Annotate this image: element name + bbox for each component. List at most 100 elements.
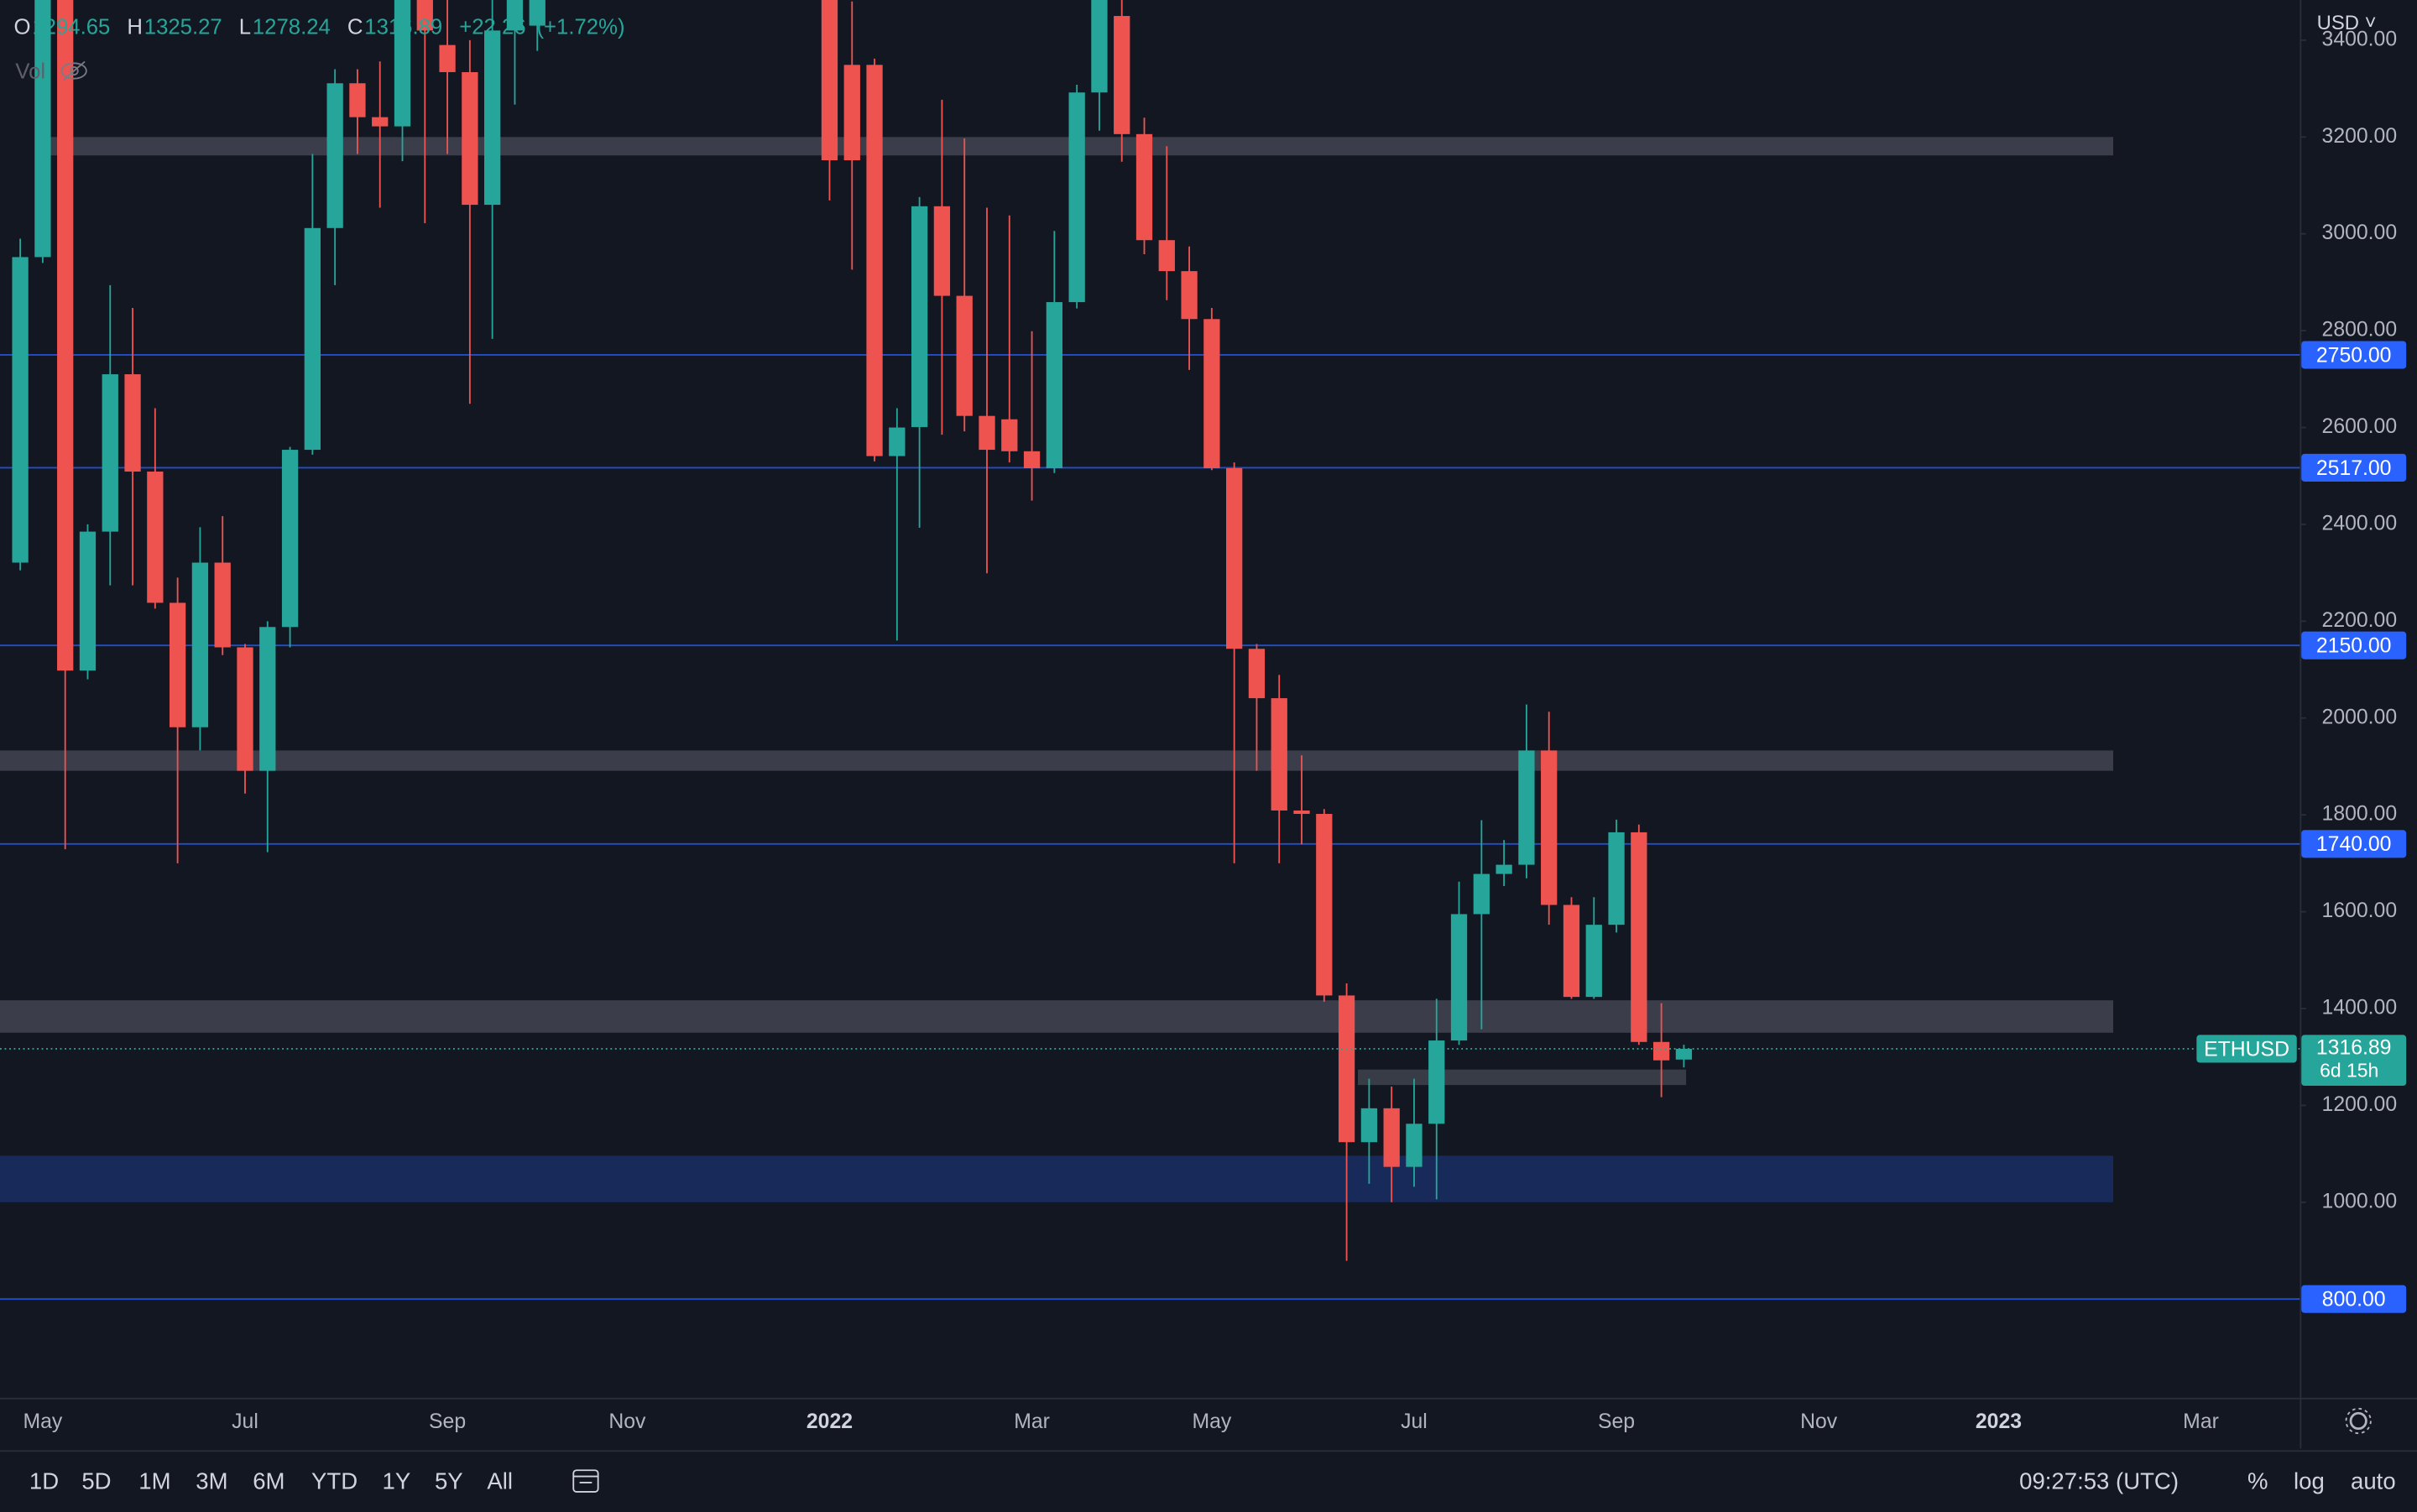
candle-body bbox=[394, 0, 411, 127]
candle-body bbox=[124, 374, 141, 472]
candle-body bbox=[102, 374, 118, 532]
x-tick-label: Sep bbox=[429, 1410, 466, 1433]
candle-body bbox=[1181, 271, 1198, 320]
timeframe-button[interactable]: YTD bbox=[311, 1468, 358, 1495]
candle-body bbox=[1248, 649, 1266, 699]
symbol-label: ETHUSD bbox=[2204, 1038, 2289, 1061]
candle-body bbox=[1293, 810, 1310, 815]
hidden-eye-icon[interactable] bbox=[58, 59, 91, 83]
candle-body bbox=[1271, 698, 1287, 811]
low-value: 1278.24 bbox=[252, 13, 331, 39]
auto-toggle[interactable]: auto bbox=[2351, 1468, 2396, 1495]
candle-body bbox=[281, 450, 299, 628]
timeframe-button[interactable]: 1M bbox=[138, 1468, 171, 1495]
ohlc-legend: O 1294.65 H 1325.27 L 1278.24 C 1316.89 +22.… bbox=[14, 14, 636, 39]
level-price-box bbox=[2301, 631, 2407, 660]
change-percent: (+1.72%) bbox=[536, 13, 625, 39]
y-tick-label: 2400.00 bbox=[2322, 512, 2398, 534]
goto-date-icon[interactable] bbox=[571, 1466, 602, 1497]
candle-body bbox=[259, 627, 276, 771]
candle-body bbox=[1316, 814, 1333, 996]
settings-icon[interactable] bbox=[2345, 1407, 2372, 1435]
log-toggle[interactable]: log bbox=[2294, 1468, 2325, 1495]
candle-body bbox=[169, 602, 186, 727]
y-tick-label: 1600.00 bbox=[2322, 899, 2398, 922]
timeframe-button[interactable]: 1Y bbox=[382, 1468, 411, 1495]
timeframe-button[interactable]: 5D bbox=[81, 1468, 112, 1495]
candle-body bbox=[1631, 832, 1647, 1042]
candle-body bbox=[933, 206, 951, 296]
candle-body bbox=[416, 0, 433, 31]
last-price-label: 1316.89 bbox=[2316, 1036, 2392, 1059]
candle-body bbox=[237, 647, 253, 771]
close-value: 1316.89 bbox=[364, 13, 443, 39]
timeframe-button[interactable]: 6M bbox=[253, 1468, 285, 1495]
x-tick-label: May bbox=[23, 1410, 62, 1433]
candle-body bbox=[1675, 1048, 1693, 1060]
zone bbox=[1357, 1069, 1687, 1086]
candle-body bbox=[462, 71, 478, 206]
candle-body bbox=[1518, 750, 1535, 865]
timeframe-button[interactable]: 1D bbox=[29, 1468, 60, 1495]
ohlc-label: O bbox=[13, 13, 31, 39]
level-price-box bbox=[2301, 1285, 2407, 1313]
candle-body bbox=[1001, 419, 1018, 451]
level-price-label: 2750.00 bbox=[2316, 344, 2392, 367]
x-tick-label: Jul bbox=[232, 1410, 258, 1433]
level-price-box bbox=[2301, 453, 2407, 482]
level-price-label: 1740.00 bbox=[2316, 833, 2392, 856]
y-tick-label: 3400.00 bbox=[2322, 28, 2398, 50]
x-tick-label: Sep bbox=[1598, 1410, 1635, 1433]
candle-body bbox=[1203, 319, 1220, 468]
timeframe-button[interactable]: 3M bbox=[196, 1468, 228, 1495]
currency-selector[interactable]: USD ˅ bbox=[2316, 10, 2377, 34]
ohlc-label: L bbox=[238, 13, 252, 39]
candle-body bbox=[1023, 451, 1041, 468]
timeframe-button[interactable]: 5Y bbox=[434, 1468, 463, 1495]
candle-body bbox=[34, 0, 51, 258]
volume-legend[interactable]: Vol bbox=[15, 54, 88, 84]
y-tick-label: 2000.00 bbox=[2322, 706, 2398, 728]
y-tick-label: 1800.00 bbox=[2322, 803, 2398, 826]
zone bbox=[0, 1000, 2114, 1033]
candle-body bbox=[1135, 133, 1153, 241]
candle-body bbox=[1585, 925, 1602, 998]
candle-body bbox=[506, 0, 524, 31]
candle-body bbox=[214, 562, 231, 648]
candle-body bbox=[1091, 0, 1108, 93]
x-tick-label: Nov bbox=[1800, 1410, 1838, 1433]
candle-body bbox=[979, 415, 995, 451]
percent-toggle[interactable]: % bbox=[2247, 1468, 2268, 1495]
level-price-label: 800.00 bbox=[2322, 1289, 2386, 1311]
x-tick-label: May bbox=[1192, 1410, 1231, 1433]
volume-label: Vol bbox=[15, 58, 46, 84]
candle-body bbox=[889, 427, 906, 456]
clock[interactable]: 09:27:53 (UTC) bbox=[2019, 1468, 2179, 1495]
candle-body bbox=[79, 531, 97, 671]
candle-body bbox=[1046, 302, 1062, 468]
candle-body bbox=[326, 83, 343, 228]
y-tick-label: 1400.00 bbox=[2322, 997, 2398, 1019]
last-price-box bbox=[2301, 1035, 2407, 1087]
x-tick-label: 2022 bbox=[807, 1410, 853, 1433]
candle-body bbox=[1338, 995, 1355, 1143]
y-tick-label: 3200.00 bbox=[2322, 125, 2398, 148]
timeframe-button[interactable]: All bbox=[487, 1468, 514, 1495]
y-tick-label: 2600.00 bbox=[2322, 415, 2398, 438]
level-price-label: 2150.00 bbox=[2316, 635, 2392, 658]
x-tick-label: Jul bbox=[1401, 1410, 1428, 1433]
symbol-box bbox=[2196, 1035, 2297, 1063]
x-tick-label: Mar bbox=[2183, 1410, 2219, 1433]
candle-body bbox=[191, 562, 209, 727]
candle-body bbox=[57, 0, 74, 671]
x-tick-label: Mar bbox=[1014, 1410, 1050, 1433]
candle-body bbox=[866, 65, 883, 456]
candle-body bbox=[1068, 92, 1085, 303]
x-tick-label: 2023 bbox=[1976, 1410, 2022, 1433]
candle-body bbox=[304, 227, 321, 451]
candle-body bbox=[1652, 1041, 1670, 1061]
candle-body bbox=[1496, 864, 1512, 874]
candle-body bbox=[529, 0, 546, 26]
